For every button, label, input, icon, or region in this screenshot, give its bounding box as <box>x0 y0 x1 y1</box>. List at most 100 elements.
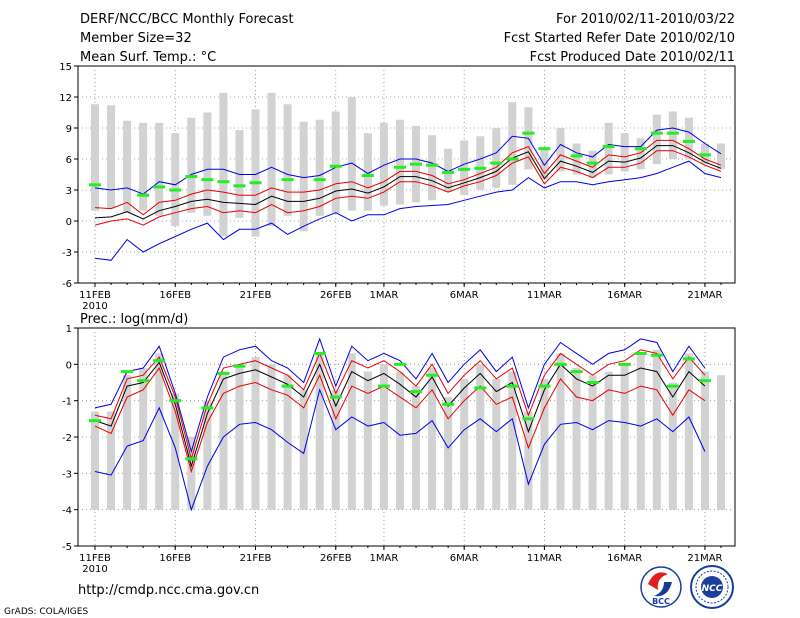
ensemble-bar <box>428 135 437 201</box>
ensemble-bar <box>171 393 180 510</box>
ensemble-bar <box>107 105 116 209</box>
y-tick-label: 9 <box>66 124 72 135</box>
chart-title: DERF/NCC/BCC Monthly Forecast <box>80 12 294 27</box>
ensemble-bar <box>508 102 517 185</box>
observation-marker <box>570 370 583 374</box>
observation-marker <box>137 193 150 197</box>
ensemble-bar <box>444 397 453 510</box>
ensemble-bar <box>267 364 276 510</box>
observation-marker <box>634 351 647 355</box>
observation-marker <box>586 381 599 384</box>
start-date-label: Fcst Started Refer Date 2010/02/10 <box>504 31 735 46</box>
ensemble-bar <box>123 375 132 510</box>
x-tick-label: 21FEB <box>240 290 272 301</box>
precipitation-panel: -5 -4 -3 -2 -1 0 1 11FEB 16FEB 21FEB 26FEB 1MAR 6MAR… <box>62 324 736 575</box>
ensemble-bar <box>347 97 356 211</box>
ensemble-bar <box>139 122 148 211</box>
ensemble-bar <box>219 371 228 510</box>
ensemble-bar <box>508 371 517 510</box>
x-tick-label: 21MAR <box>687 290 722 301</box>
ncc-logo: NCC <box>690 565 734 609</box>
ensemble-bar <box>460 378 469 510</box>
ensemble-bar <box>684 117 693 159</box>
x-tick-label: 1MAR <box>370 290 399 301</box>
y-tick-label: 6 <box>66 155 72 166</box>
ensemble-bar <box>395 371 404 510</box>
observation-marker <box>666 384 679 388</box>
observation-marker <box>393 362 406 366</box>
ensemble-bar <box>524 411 533 510</box>
observation-marker <box>458 167 471 171</box>
observation-marker <box>249 181 262 185</box>
observation-marker <box>682 139 695 143</box>
ensemble-bar <box>636 138 645 170</box>
ensemble-bar <box>315 119 324 216</box>
ensemble-bar <box>331 111 340 213</box>
ensemble-bar <box>540 148 549 180</box>
ensemble-bar <box>379 364 388 510</box>
observation-marker <box>329 164 342 168</box>
ensemble-bar <box>283 104 292 216</box>
observation-marker <box>538 384 551 388</box>
y-tick-label: -3 <box>62 248 72 259</box>
ensemble-bar <box>363 371 372 510</box>
ensemble-bar <box>267 92 276 227</box>
x-tick-label: 11MAR <box>527 553 562 564</box>
y-tick-label: -1 <box>62 397 72 408</box>
ensemble-bar <box>299 121 308 232</box>
y-tick-label: -4 <box>62 506 72 517</box>
x-tick-label: 11FEB <box>79 290 111 301</box>
observation-marker <box>554 362 567 366</box>
observation-marker <box>698 153 711 157</box>
observation-marker <box>442 402 455 406</box>
ensemble-bar <box>331 389 340 510</box>
observation-marker <box>426 163 439 167</box>
ensemble-bar <box>492 128 501 188</box>
observation-marker <box>217 371 230 375</box>
series-line-max <box>94 388 706 512</box>
y-tick-label: 12 <box>59 93 72 104</box>
year-label: 2010 <box>82 564 107 575</box>
ensemble-bar <box>572 367 581 510</box>
observation-marker <box>410 390 423 394</box>
series-line-max <box>94 160 722 261</box>
year-label: 2010 <box>82 301 107 312</box>
y-tick-label: 3 <box>66 186 72 197</box>
ensemble-bar <box>251 109 260 237</box>
y-tick-label: -6 <box>62 279 72 290</box>
observation-marker <box>201 178 214 182</box>
observation-marker <box>698 379 711 383</box>
ensemble-bar <box>251 357 260 510</box>
x-tick-label: 16MAR <box>607 553 642 564</box>
ensemble-bar <box>395 119 404 205</box>
y-tick-label: -2 <box>62 433 72 444</box>
observation-marker <box>121 370 134 374</box>
observation-marker <box>490 161 503 165</box>
ensemble-bar <box>476 136 485 190</box>
ncc-logo-text: NCC <box>702 584 723 594</box>
footer-url: http://cmdp.ncc.cma.gov.cn <box>78 583 259 598</box>
observation-marker <box>169 399 182 403</box>
observation-marker <box>618 362 631 366</box>
ensemble-bar <box>460 140 469 196</box>
observation-marker <box>89 419 101 423</box>
y-tick-label: 1 <box>66 324 72 335</box>
observation-marker <box>586 161 599 165</box>
series-line-lower <box>94 150 722 226</box>
observation-marker <box>570 154 583 158</box>
ensemble-bar <box>187 117 196 213</box>
y-tick-label: 0 <box>66 360 72 371</box>
x-tick-label: 11MAR <box>527 290 562 301</box>
observation-marker <box>442 170 455 174</box>
y-tick-label: -3 <box>62 469 72 480</box>
ensemble-bar <box>107 411 116 510</box>
grads-credit: GrADS: COLA/IGES <box>4 607 88 617</box>
observation-marker <box>650 353 663 357</box>
ensemble-bar <box>315 353 324 510</box>
ensemble-bar <box>604 371 613 510</box>
observation-marker <box>201 406 214 410</box>
ensemble-bar <box>363 133 372 211</box>
observation-marker <box>281 178 294 182</box>
series-line-lower <box>94 366 706 474</box>
observation-marker <box>474 386 487 390</box>
